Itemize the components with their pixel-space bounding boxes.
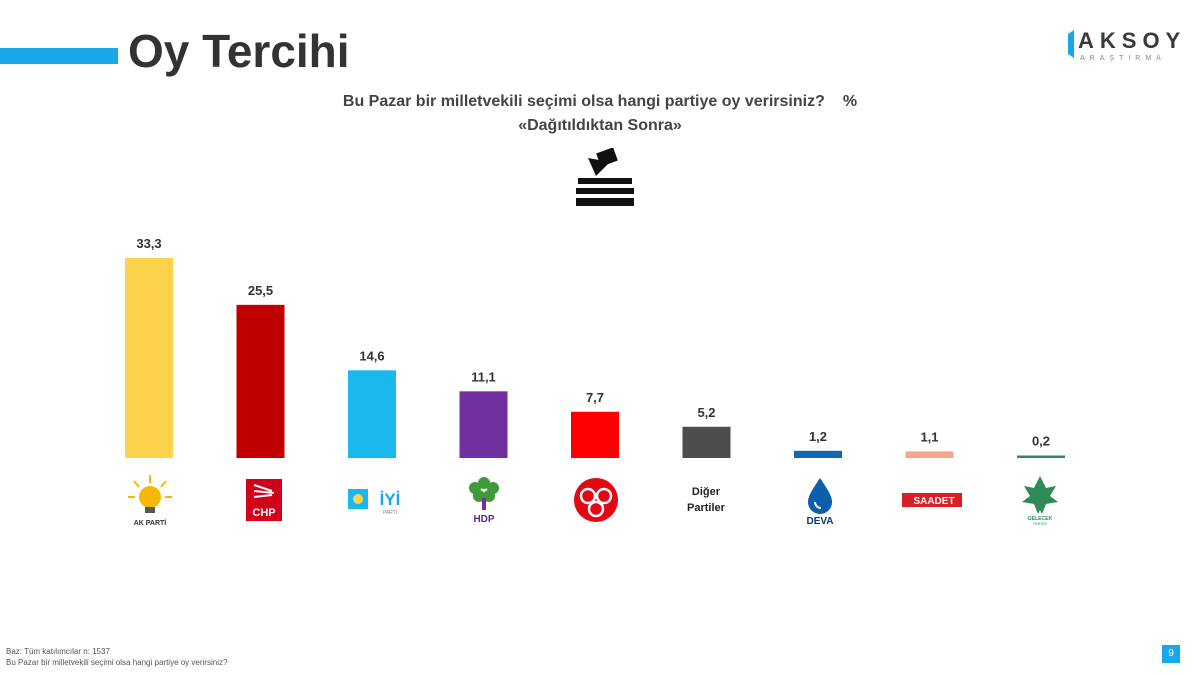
deva-logo-icon: DEVA bbox=[806, 478, 834, 526]
mhp-logo-cell bbox=[556, 470, 636, 530]
deva-logo-cell: DEVA bbox=[780, 470, 860, 530]
footer-base: Baz: Tüm katılımcılar n: 1537 bbox=[6, 647, 110, 656]
bar-label-6: 1,2 bbox=[809, 429, 827, 444]
page-title: Oy Tercihi bbox=[128, 25, 350, 77]
gelecek-logo-icon: GELECEK PARTİSİ bbox=[1022, 476, 1058, 526]
iyi-logo-icon: İYİ PARTİ bbox=[348, 489, 401, 516]
bar-label-5: 5,2 bbox=[697, 405, 715, 420]
iyi-logo-cell: İYİ PARTİ bbox=[338, 470, 418, 530]
ballot-box-icon bbox=[576, 148, 634, 206]
bar-label-2: 14,6 bbox=[359, 348, 384, 363]
bar-4 bbox=[571, 411, 619, 458]
title-accent-bar bbox=[0, 48, 118, 64]
bar-label-0: 33,3 bbox=[136, 236, 161, 251]
footer-question: Bu Pazar bir milletvekili seçimi olsa ha… bbox=[6, 658, 228, 667]
logo-subtitle: ARAŞTIRMA bbox=[1080, 55, 1166, 62]
bar-3 bbox=[459, 391, 508, 458]
gelecek-logo-text: GELECEK bbox=[1028, 516, 1053, 522]
question-subtitle: «Dağıtıldıktan Sonra» bbox=[518, 117, 682, 134]
page-number: 9 bbox=[1162, 645, 1180, 663]
chart-question: Bu Pazar bir milletvekili seçimi olsa ha… bbox=[300, 90, 900, 138]
diger-partiler-label: Diğer Partiler bbox=[666, 470, 746, 530]
bar-1 bbox=[236, 304, 285, 458]
iyi-logo-sub: PARTİ bbox=[383, 509, 397, 516]
saadet-logo-icon: SAADET bbox=[902, 493, 962, 507]
bar-7 bbox=[905, 451, 954, 458]
logo-mark-icon bbox=[1068, 30, 1074, 58]
hdp-logo-icon: HDP bbox=[469, 477, 499, 525]
chp-logo-text: CHP bbox=[252, 507, 275, 519]
unit-label: % bbox=[842, 93, 858, 110]
hdp-logo-cell: HDP bbox=[444, 470, 524, 530]
question-text: Bu Pazar bir milletvekili seçimi olsa ha… bbox=[342, 93, 825, 110]
aksoy-logo: AKSOY ARAŞTIRMA bbox=[1066, 28, 1184, 66]
saadet-logo-text: SAADET bbox=[913, 496, 954, 507]
diger-line1: Diğer bbox=[691, 486, 721, 498]
gelecek-logo-sub: PARTİSİ bbox=[1033, 521, 1046, 526]
bar-label-8: 0,2 bbox=[1032, 434, 1050, 449]
footer-notes: Baz: Tüm katılımcılar n: 1537 Bu Pazar b… bbox=[6, 646, 227, 668]
bar-label-7: 1,1 bbox=[920, 429, 938, 444]
akp-logo-icon: AK PARTİ bbox=[128, 475, 172, 527]
iyi-logo-text: İYİ bbox=[380, 490, 401, 509]
chp-logo-cell: CHP bbox=[224, 470, 304, 530]
diger-line2: Partiler bbox=[687, 502, 725, 514]
gelecek-logo-cell: GELECEK PARTİSİ bbox=[1000, 470, 1080, 530]
bar-6 bbox=[794, 450, 842, 458]
bar-2 bbox=[348, 370, 396, 458]
bar-5 bbox=[682, 426, 731, 458]
bar-label-3: 11,1 bbox=[471, 369, 496, 384]
mhp-logo-icon bbox=[574, 478, 618, 522]
bar-label-4: 7,7 bbox=[586, 390, 604, 405]
bar-8 bbox=[1017, 455, 1065, 458]
bar-0 bbox=[125, 258, 173, 458]
akp-logo-cell: AK PARTİ bbox=[110, 470, 190, 530]
bar-label-1: 25,5 bbox=[248, 283, 273, 298]
logo-name: AKSOY bbox=[1078, 28, 1187, 53]
bar-chart: 33,3 25,5 14,6 11,1 7,7 5,2 1,2 1,1 0,2 bbox=[125, 236, 1065, 458]
deva-logo-text: DEVA bbox=[806, 516, 833, 526]
chp-logo-icon: CHP bbox=[246, 479, 282, 521]
akp-logo-text: AK PARTİ bbox=[134, 519, 167, 527]
saadet-logo-cell: SAADET bbox=[892, 470, 972, 530]
hdp-logo-text: HDP bbox=[473, 514, 494, 525]
